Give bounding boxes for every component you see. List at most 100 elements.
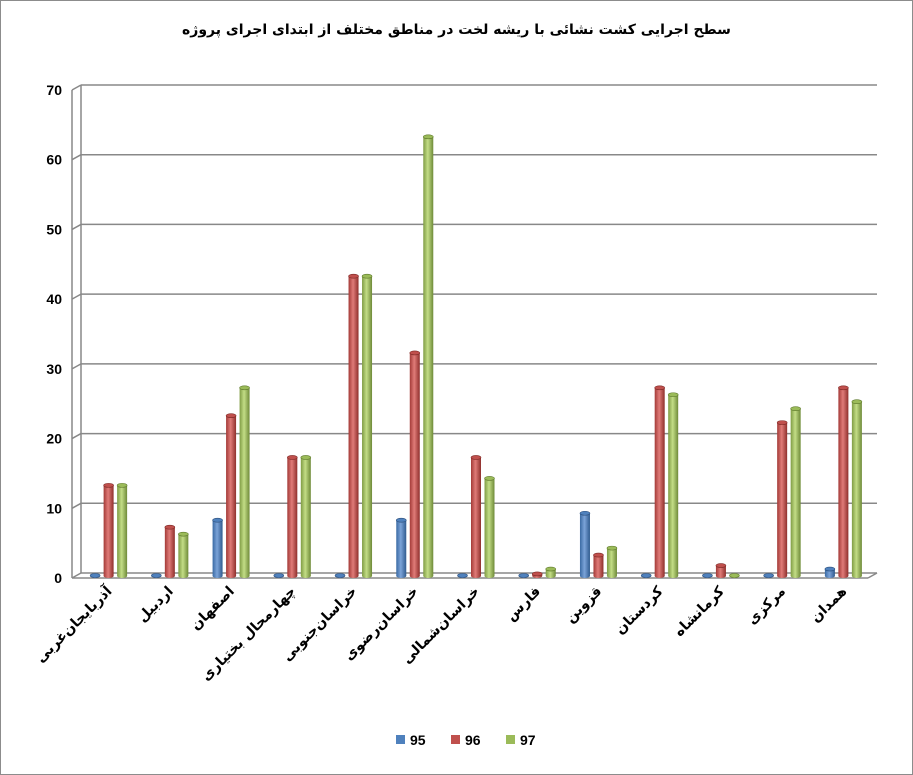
- bar-96-7: [531, 571, 543, 578]
- bar-top: [287, 455, 298, 460]
- bar-top: [606, 545, 618, 551]
- bar-97-11: [790, 406, 801, 578]
- y-tick-label: 0: [54, 570, 62, 586]
- legend-item-97: 97: [506, 732, 536, 748]
- bar-bottom: [593, 574, 604, 578]
- bar-95-9: [640, 573, 652, 578]
- bar-96-11: [776, 420, 788, 578]
- bar-bottom: [545, 574, 556, 578]
- bar-top: [776, 420, 788, 425]
- bar-body: [396, 520, 407, 576]
- bar-bottom: [178, 574, 189, 578]
- bar-96-12: [838, 385, 849, 578]
- bar-body: [287, 457, 298, 576]
- bar-top: [239, 385, 250, 391]
- gridline-depth: [71, 502, 82, 509]
- bar-bottom: [423, 574, 434, 578]
- bar-top: [273, 573, 285, 578]
- y-tick-label: 50: [46, 221, 62, 237]
- y-tick-label: 70: [46, 82, 62, 98]
- bar-bottom: [103, 574, 114, 578]
- legend-item-96: 96: [451, 732, 481, 748]
- bar-96-0: [103, 483, 114, 578]
- bar-top: [178, 531, 189, 537]
- bar-top: [640, 573, 652, 578]
- bar-95-4: [334, 573, 346, 578]
- bar-bottom: [300, 574, 311, 578]
- bar-body: [103, 485, 114, 576]
- bar-body: [579, 513, 590, 576]
- bar-bottom: [409, 574, 420, 578]
- bar-bottom: [164, 574, 175, 578]
- bar-95-11: [763, 573, 774, 578]
- bar-top: [457, 573, 468, 578]
- bar-body: [362, 276, 373, 576]
- bar-top: [790, 406, 801, 411]
- bar-97-5: [422, 134, 434, 578]
- legend-label: 95: [410, 732, 426, 748]
- bar-bottom: [212, 574, 223, 578]
- bar-97-12: [851, 399, 863, 578]
- gridline-depth: [71, 363, 82, 370]
- bar-body: [164, 527, 175, 576]
- bar-body: [668, 394, 679, 576]
- bar-body: [790, 408, 801, 576]
- x-tick-label: کردستان: [612, 583, 667, 638]
- y-tick-label: 20: [46, 431, 62, 447]
- bar-bottom: [668, 574, 679, 578]
- bar-bottom: [606, 574, 617, 578]
- bar-bottom: [117, 574, 128, 578]
- gridline-depth: [71, 223, 82, 231]
- bar-body: [471, 457, 481, 576]
- x-tick-label: کرمانشاه: [671, 583, 728, 640]
- bar-body: [545, 569, 556, 576]
- y-axis: 0 10 20 30 40 50 60 70: [46, 82, 878, 586]
- bar-top: [531, 571, 543, 577]
- bar-bottom: [579, 574, 590, 578]
- x-axis-depth: [867, 572, 878, 579]
- legend-label: 97: [520, 732, 536, 748]
- bar-96-2: [225, 413, 237, 578]
- y-tick-label: 40: [46, 291, 62, 307]
- bar-top: [838, 385, 849, 391]
- bar-bottom: [838, 574, 849, 578]
- y-tick-label: 60: [46, 152, 62, 168]
- bar-top: [545, 566, 557, 572]
- legend-item-95: 95: [396, 732, 426, 748]
- bar-bottom: [851, 574, 862, 578]
- legend-swatch: [396, 735, 405, 744]
- bar-96-8: [593, 552, 604, 578]
- bar-95-10: [702, 573, 713, 578]
- bar-bottom: [824, 574, 835, 578]
- x-tick-label: اصفهان: [188, 584, 238, 634]
- bar-body: [838, 387, 849, 576]
- bar-top: [518, 573, 530, 578]
- bar-top: [851, 399, 863, 405]
- legend-swatch: [506, 735, 515, 744]
- bar-bottom: [777, 574, 788, 578]
- x-tick-label: همدان: [808, 584, 850, 626]
- y-tick-label: 30: [46, 361, 62, 377]
- bar-body: [654, 387, 665, 576]
- bar-top: [729, 573, 740, 578]
- gridline-depth: [71, 84, 82, 91]
- bar-top: [763, 573, 774, 578]
- bar-95-6: [457, 573, 468, 578]
- x-tick-label: آذربایجان‌غربی: [31, 581, 116, 666]
- bar-body: [423, 136, 434, 577]
- bar-bottom: [471, 574, 481, 578]
- bar-body: [777, 422, 788, 576]
- bar-bottom: [654, 574, 665, 578]
- bar-body: [300, 457, 311, 576]
- bar-top: [225, 413, 237, 418]
- x-tick-label: مرکزی: [744, 584, 789, 629]
- bar-body: [239, 387, 250, 576]
- bar-top: [715, 563, 727, 568]
- bar-body: [593, 555, 604, 576]
- bar-bottom: [226, 574, 237, 578]
- bar-97-1: [178, 531, 189, 578]
- bar-97-6: [484, 476, 495, 578]
- bar-97-2: [239, 385, 250, 578]
